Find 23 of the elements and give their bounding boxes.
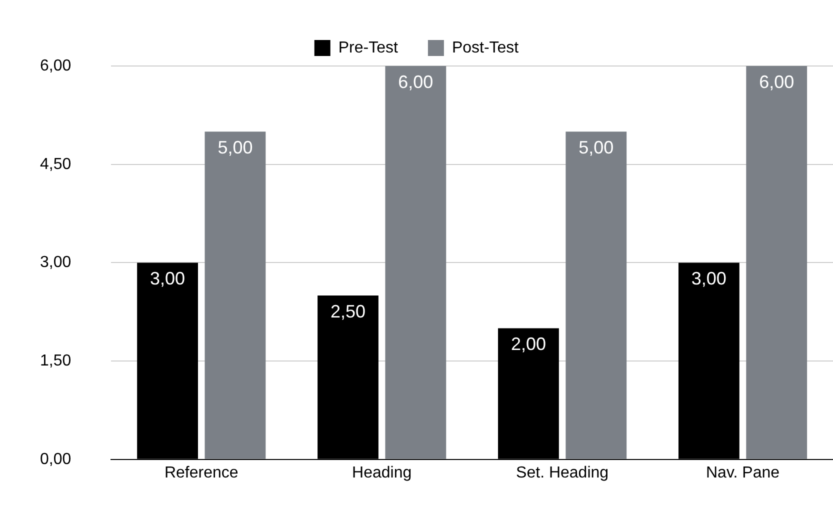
bar [204, 132, 266, 459]
x-tick-label: Heading [352, 464, 412, 482]
y-tick-label: 6,00 [40, 57, 72, 74]
x-tick-label: Nav. Pane [706, 464, 780, 482]
bar [746, 66, 808, 459]
bar [566, 132, 627, 459]
data-label: 5,00 [218, 138, 253, 158]
data-label: 3,00 [150, 268, 186, 289]
data-label: 6,00 [398, 72, 434, 92]
legend-label: Post-Test [452, 39, 520, 56]
y-tick-label: 4,50 [40, 156, 72, 173]
data-label: 5,00 [578, 138, 614, 158]
y-tick-label: 0,00 [40, 450, 72, 468]
x-tick-label: Set. Heading [516, 464, 609, 482]
x-tick-label: Reference [164, 464, 238, 482]
bar [385, 66, 446, 459]
y-tick-label: 1,50 [40, 352, 72, 370]
data-label: 2,00 [510, 334, 546, 354]
y-tick-label: 3,00 [40, 254, 72, 272]
data-label: 3,00 [691, 268, 726, 289]
legend-label: Pre-Test [338, 39, 398, 56]
data-label: 2,50 [330, 301, 366, 322]
data-label: 6,00 [759, 72, 794, 92]
